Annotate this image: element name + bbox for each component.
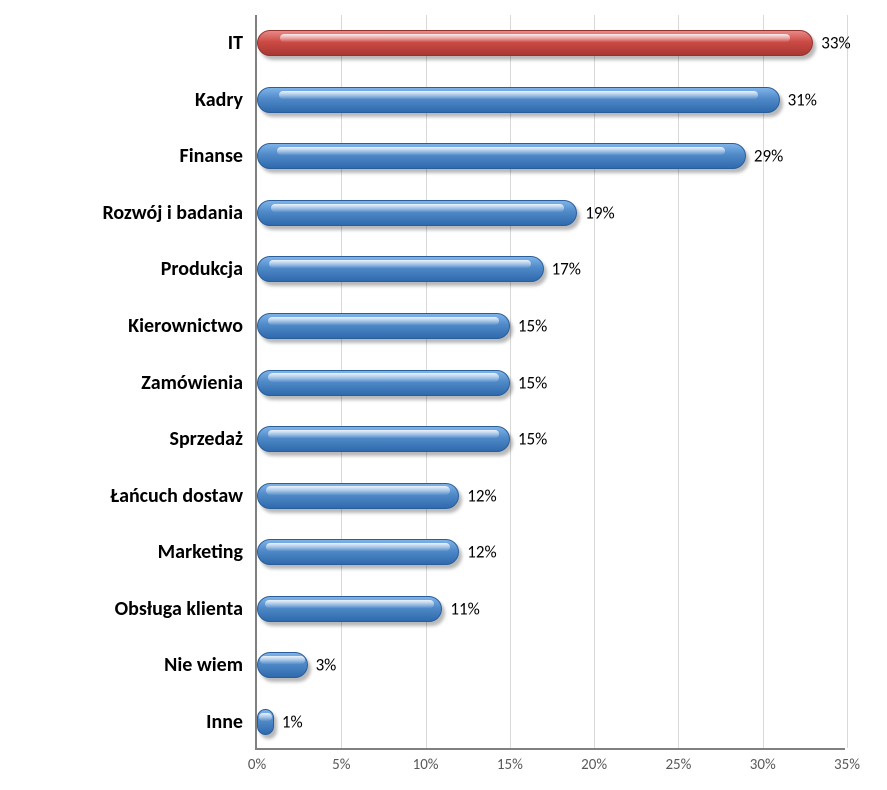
bar-highlight xyxy=(257,30,813,56)
value-label: 31% xyxy=(788,89,817,110)
value-label: 12% xyxy=(467,485,496,506)
plot-area: 0%5%10%15%20%25%30%35%IT33%Kadry31%Finan… xyxy=(255,15,845,750)
category-label: Sprzedaż xyxy=(170,427,258,451)
category-label: Produkcja xyxy=(161,257,257,281)
x-tick-label: 0% xyxy=(248,756,266,774)
value-label: 33% xyxy=(821,33,850,54)
bar xyxy=(257,313,510,339)
value-label: 15% xyxy=(518,372,547,393)
value-label: 12% xyxy=(467,542,496,563)
bar xyxy=(257,256,544,282)
bar xyxy=(257,370,510,396)
bar xyxy=(257,143,746,169)
value-label: 17% xyxy=(552,259,581,280)
x-tick-label: 5% xyxy=(332,756,350,774)
category-label: Rozwój i badania xyxy=(102,201,257,225)
x-tick-label: 30% xyxy=(750,756,776,774)
category-label: Zamówienia xyxy=(141,371,257,395)
category-label: Inne xyxy=(206,710,257,734)
bar xyxy=(257,483,459,509)
gridline xyxy=(763,15,764,748)
bar xyxy=(257,426,510,452)
category-label: Obsługa klienta xyxy=(115,597,257,621)
category-label: Kierownictwo xyxy=(128,314,257,338)
x-tick-label: 35% xyxy=(834,756,860,774)
gridline xyxy=(847,15,848,748)
x-tick-label: 10% xyxy=(413,756,439,774)
category-label: Nie wiem xyxy=(164,653,257,677)
value-label: 15% xyxy=(518,315,547,336)
bar xyxy=(257,87,780,113)
bar xyxy=(257,652,308,678)
value-label: 1% xyxy=(282,711,303,732)
category-label: Finanse xyxy=(180,144,257,168)
category-label: Łańcuch dostaw xyxy=(110,484,257,508)
x-tick-label: 15% xyxy=(497,756,523,774)
bar-chart: 0% 5% 10% 15% 20% 25% 30% 35% IT 33% Kadry 31% Finan… xyxy=(0,0,887,790)
x-tick-label: 25% xyxy=(665,756,691,774)
value-label: 11% xyxy=(450,598,479,619)
gridline xyxy=(594,15,595,748)
bar xyxy=(257,539,459,565)
gridline xyxy=(678,15,679,748)
value-label: 15% xyxy=(518,429,547,450)
value-label: 3% xyxy=(316,655,337,676)
category-label: IT xyxy=(228,31,257,55)
value-label: 29% xyxy=(754,146,783,167)
bar xyxy=(257,709,274,735)
bar xyxy=(257,200,577,226)
gridline xyxy=(510,15,511,748)
x-tick-label: 20% xyxy=(581,756,607,774)
category-label: Kadry xyxy=(195,88,257,112)
category-label: Marketing xyxy=(158,540,257,564)
bar xyxy=(257,596,442,622)
value-label: 19% xyxy=(585,202,614,223)
